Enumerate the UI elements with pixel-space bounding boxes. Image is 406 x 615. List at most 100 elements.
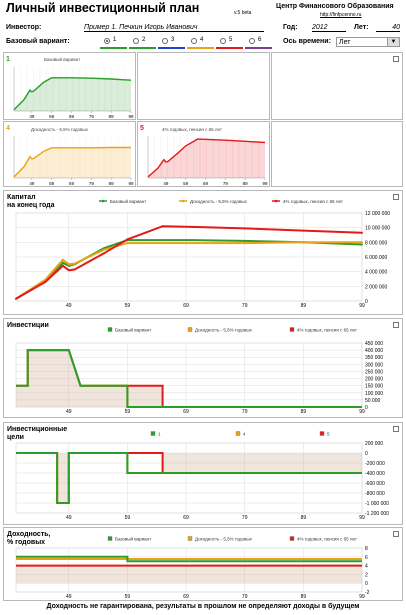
capital-data-point [126, 242, 129, 245]
y-tick-label: 6 000 000 [365, 255, 387, 261]
x-tick-label: 59 [125, 303, 131, 309]
variant-radio[interactable] [104, 38, 110, 44]
x-tick-label: 89 [301, 303, 307, 309]
version-label: v.5 beta [234, 10, 252, 16]
legend-label: 4 [243, 432, 246, 437]
mini-chart-1[interactable]: 1 Базовый вариант 49 59 69 79 89 99 [3, 52, 136, 120]
x-tick-label: 59 [183, 181, 189, 186]
expand-icon[interactable] [393, 531, 399, 537]
legend-label: 1 [158, 432, 161, 437]
y-tick-label: -2 [365, 590, 370, 596]
goals-title: Инвестиционные [7, 426, 68, 433]
x-tick-label: 59 [49, 114, 55, 119]
capital-panel: Капитал на конец года Базовый вариант Дох… [3, 190, 403, 315]
x-tick-label: 49 [66, 515, 72, 521]
mini-chart-empty-3[interactable] [271, 52, 403, 120]
investments-chart: Базовый вариант Доходность - 5,5% годовых… [15, 327, 383, 415]
x-tick-label: 49 [29, 114, 35, 119]
y-tick-label: -200 000 [365, 461, 385, 467]
mini-chart-empty-2[interactable] [137, 52, 270, 120]
mini-chart-5[interactable]: 5 4% годовых, пенсия с 65 лет 49 59 69 79 89… [137, 121, 270, 187]
yield-panel: Доходность, % годовых Базовый вариант Дох… [3, 527, 403, 601]
x-tick-label: 89 [301, 594, 307, 600]
capital-title: Капитал [7, 194, 36, 201]
y-tick-label: 0 [365, 581, 368, 587]
y-tick-label: 0 [365, 405, 368, 411]
capital-series-line [15, 225, 363, 300]
capital-data-point [102, 248, 105, 251]
year-field[interactable]: 2012 [312, 24, 346, 32]
mini-series-line [13, 146, 131, 178]
step-area-fill [16, 350, 362, 407]
y-tick-label: 350 000 [365, 355, 383, 361]
capital-data-point [73, 268, 76, 271]
x-tick-label: 79 [242, 303, 248, 309]
capital-data-point [161, 242, 164, 245]
variant-radio[interactable] [162, 38, 168, 44]
yield-chart: Базовый вариант Доходность - 5,5% годовых… [15, 536, 370, 600]
capital-data-point [61, 258, 64, 261]
legend-label: Доходность - 5,5% годовых [195, 328, 253, 333]
variant-radio[interactable] [133, 38, 139, 44]
mini-chart-4[interactable]: 4 Доходность - 5,5% годовых 49 59 69 79 89 99 [3, 121, 136, 187]
capital-series-line [15, 239, 363, 300]
variant-color-bar [216, 47, 243, 49]
capital-data-point [243, 239, 246, 242]
y-tick-label: -1 000 000 [365, 501, 389, 507]
variant-selector[interactable]: 1 2 3 4 5 6 [100, 36, 275, 50]
y-tick-label: 10 000 000 [365, 226, 390, 232]
expand-icon[interactable] [393, 426, 399, 432]
x-tick-label: 99 [262, 181, 268, 186]
step-series-line [16, 452, 362, 504]
capital-data-point [190, 242, 193, 245]
mini-chart-empty-6[interactable] [271, 121, 403, 187]
investor-field[interactable]: Пример 1. Печкин Игорь Иванович [84, 24, 264, 32]
y-tick-label: 300 000 [365, 362, 383, 368]
y-tick-label: 8 000 000 [365, 240, 387, 246]
y-tick-label: 150 000 [365, 384, 383, 390]
variant-radio[interactable] [220, 38, 226, 44]
legend-swatch [289, 327, 295, 332]
mini-area [14, 77, 131, 111]
legend-marker [181, 199, 185, 203]
chevron-down-icon[interactable]: ▼ [387, 38, 399, 46]
base-variant-label: Базовый вариант: [6, 38, 70, 45]
x-tick-label: 49 [163, 181, 169, 186]
x-tick-label: 49 [66, 303, 72, 309]
x-tick-label: 99 [359, 409, 365, 415]
variant-color-bar [245, 47, 272, 49]
disclaimer: Доходность не гарантирована, результаты … [46, 603, 360, 610]
capital-data-point [302, 241, 305, 244]
x-tick-label: 59 [49, 181, 55, 186]
goals-panel: Инвестиционные цели 1 4 5 49 59 69 79 89 99 200 0… [3, 422, 403, 525]
legend-label: Доходность - 5,5% годовых [195, 537, 253, 542]
time-axis-select[interactable]: Лет ▼ [336, 37, 400, 47]
variant-radio[interactable] [191, 38, 197, 44]
legend-swatch [187, 536, 193, 541]
y-tick-label: 200 000 [365, 441, 383, 447]
variant-color-bar [129, 47, 156, 49]
age-field[interactable]: 40 [376, 24, 400, 32]
y-tick-label: 4 000 000 [365, 270, 387, 276]
x-tick-label: 49 [66, 409, 72, 415]
expand-icon[interactable] [393, 194, 399, 200]
legend-label: Базовый вариант [115, 536, 151, 542]
mini-chart-number: 1 [6, 56, 10, 63]
legend-label: 4% годовых, пенсия с 65 лет [297, 328, 357, 333]
capital-data-point [67, 269, 70, 272]
x-tick-label: 79 [223, 181, 229, 186]
expand-icon[interactable] [393, 56, 399, 62]
plot-area [15, 442, 363, 514]
legend-label: Базовый вариант [110, 198, 146, 204]
time-axis-label: Ось времени: [283, 38, 331, 45]
y-tick-label: 100 000 [365, 391, 383, 397]
expand-icon[interactable] [393, 322, 399, 328]
age-label: Лет: [354, 24, 369, 31]
capital-data-point [243, 227, 246, 230]
variant-radio[interactable] [249, 38, 255, 44]
x-tick-label: 69 [183, 594, 189, 600]
legend-label: 4% годовых, пенсия с 65 лет [297, 537, 357, 542]
org-link[interactable]: http://finfpcenno.ru [320, 12, 362, 18]
capital-data-point [61, 261, 64, 264]
y-tick-label: -400 000 [365, 471, 385, 477]
